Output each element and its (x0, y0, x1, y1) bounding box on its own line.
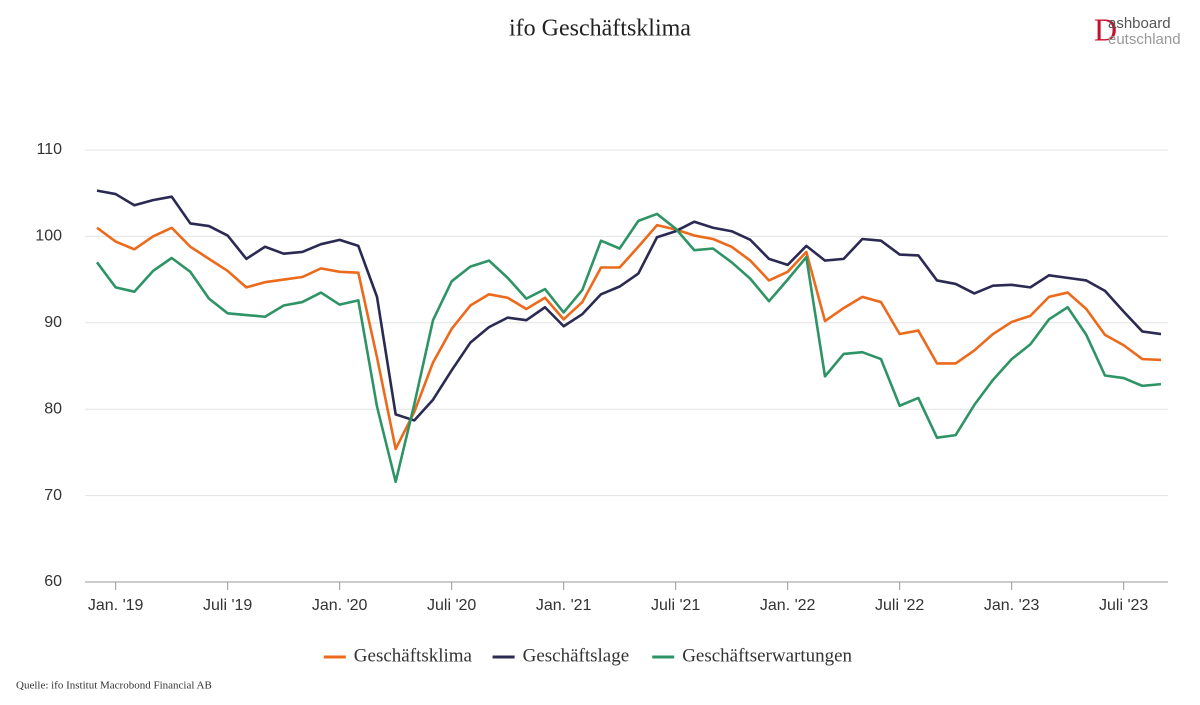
y-tick-label: 70 (44, 487, 62, 504)
x-tick-label: Juli '21 (651, 597, 700, 614)
y-tick-label: 110 (36, 141, 62, 158)
source: Quelle: ifo Institut Macrobond Financial… (16, 680, 212, 692)
x-tick-label: Jan. '20 (312, 597, 368, 614)
series-line (96, 223, 1162, 451)
x-tick-label: Juli '23 (1099, 597, 1148, 614)
logo: D ashboard eutschland (1094, 11, 1181, 48)
logo-letter: D (1094, 11, 1117, 47)
x-tick-label: Juli '19 (203, 597, 252, 614)
legend-item: Geschäftsklima (323, 645, 473, 666)
x-tick-label: Jan. '23 (984, 597, 1040, 614)
legend-label: Geschäftsklima (354, 645, 473, 666)
y-tick-label: 80 (44, 400, 62, 417)
x-tick-label: Jan. '22 (760, 597, 816, 614)
y-tick-label: 60 (44, 573, 62, 590)
y-tick-label: 100 (35, 228, 62, 245)
logo-text: ashboard (1108, 15, 1171, 32)
x-tick-label: Jan. '21 (536, 597, 592, 614)
x-tick-label: Juli '20 (427, 597, 476, 614)
series-line (96, 189, 1162, 422)
legend-label: Geschäftslage (523, 645, 630, 666)
legend-item: Geschäftserwartungen (652, 645, 853, 666)
logo-text: eutschland (1108, 31, 1181, 48)
series-line (95, 212, 1162, 484)
y-tick-label: 90 (44, 314, 62, 331)
x-tick-label: Jan. '19 (88, 597, 144, 614)
chart-title: ifo Geschäftsklima (509, 16, 691, 42)
x-tick-label: Juli '22 (875, 597, 924, 614)
legend-item: Geschäftslage (492, 645, 630, 666)
legend-label: Geschäftserwartungen (682, 645, 852, 666)
